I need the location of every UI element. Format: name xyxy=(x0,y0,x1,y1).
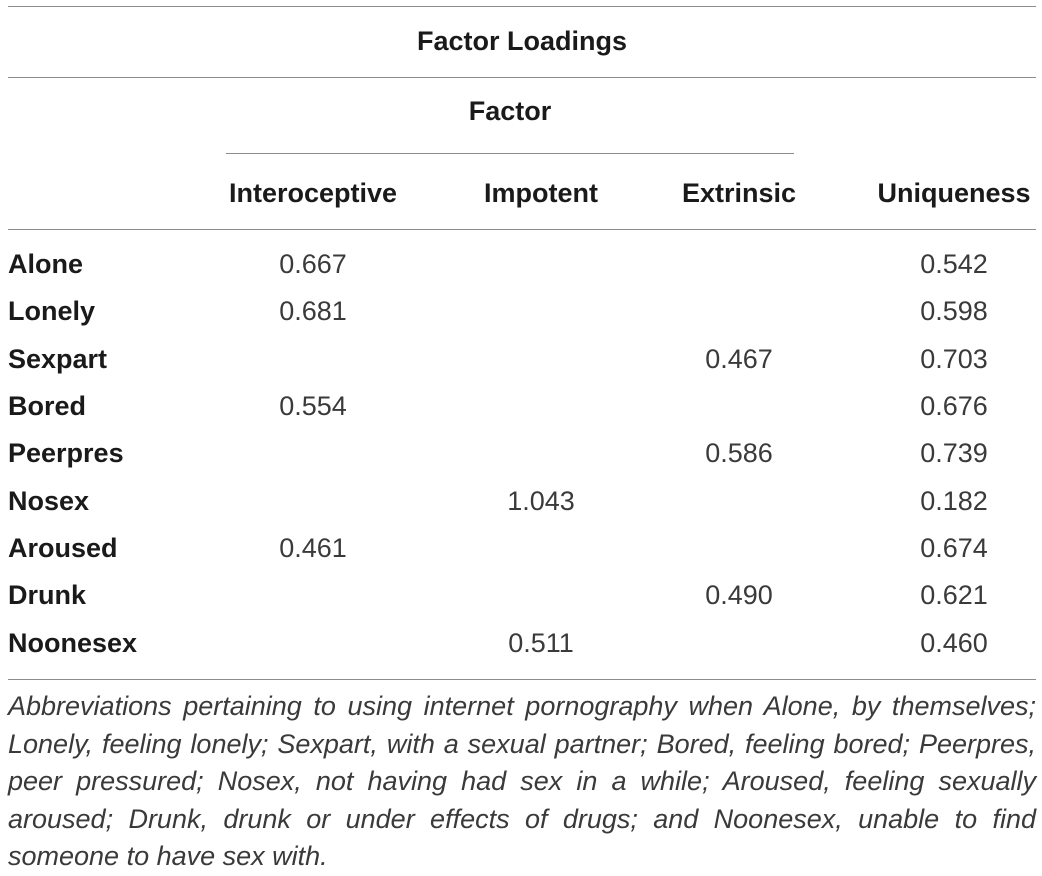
cell-interoceptive: 0.681 xyxy=(279,296,347,326)
row-label: Lonely xyxy=(8,296,96,326)
column-header-impotent: Impotent xyxy=(484,178,598,208)
top-rule xyxy=(8,6,1036,7)
factor-group-rule xyxy=(226,153,794,154)
row-label: Noonesex xyxy=(8,628,138,658)
row-label: Bored xyxy=(8,391,87,421)
cell-uniqueness: 0.674 xyxy=(920,533,988,563)
title-rule xyxy=(8,77,1036,78)
table-title: Factor Loadings xyxy=(416,26,628,56)
cell-extrinsic: 0.586 xyxy=(705,438,773,468)
body-bottom-rule xyxy=(8,679,1036,680)
column-header-interoceptive: Interoceptive xyxy=(228,178,398,208)
row-label: Drunk xyxy=(8,580,87,610)
cell-interoceptive: 0.667 xyxy=(279,249,347,279)
row-label: Nosex xyxy=(8,486,90,516)
cell-uniqueness: 0.542 xyxy=(920,249,988,279)
cell-uniqueness: 0.703 xyxy=(920,344,988,374)
cell-extrinsic: 0.490 xyxy=(705,580,773,610)
header-rule xyxy=(8,229,1036,230)
cell-uniqueness: 0.739 xyxy=(920,438,988,468)
column-header-extrinsic: Extrinsic xyxy=(681,178,797,208)
factor-group-header: Factor xyxy=(468,96,552,126)
cell-uniqueness: 0.460 xyxy=(920,628,988,658)
cell-impotent: 0.511 xyxy=(508,628,574,658)
row-label: Alone xyxy=(8,249,84,279)
table-footnote: Abbreviations pertaining to using intern… xyxy=(8,691,1036,871)
row-label: Peerpres xyxy=(8,438,124,468)
cell-extrinsic: 0.467 xyxy=(705,344,773,374)
row-label: Aroused xyxy=(8,533,118,563)
cell-uniqueness: 0.598 xyxy=(920,296,988,326)
cell-impotent: 1.043 xyxy=(507,486,575,516)
row-label: Sexpart xyxy=(8,344,108,374)
cell-uniqueness: 0.676 xyxy=(920,391,988,421)
cell-uniqueness: 0.182 xyxy=(920,486,988,516)
column-header-uniqueness: Uniqueness xyxy=(877,178,1031,208)
cell-uniqueness: 0.621 xyxy=(920,580,988,610)
cell-interoceptive: 0.461 xyxy=(279,533,347,563)
cell-interoceptive: 0.554 xyxy=(279,391,347,421)
